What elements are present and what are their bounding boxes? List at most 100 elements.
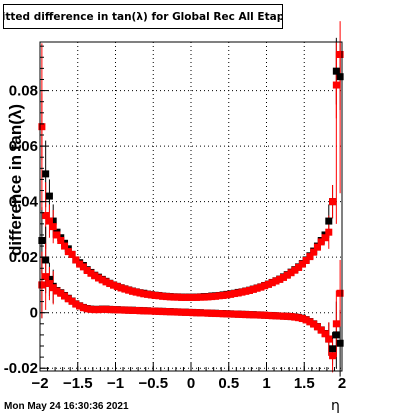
data-point-marker: [140, 290, 148, 298]
x-tick-label: 1.5: [294, 375, 315, 392]
x-tick-label: 1: [262, 375, 270, 392]
x-tick-label: 0.5: [218, 375, 239, 392]
chart-title-text: Fitted difference in tan(λ) for Global R…: [3, 10, 283, 23]
data-point-marker: [264, 311, 272, 319]
data-point-marker: [227, 310, 235, 318]
y-tick-label: 0.06: [9, 138, 38, 155]
data-point-marker: [264, 280, 272, 288]
y-tick-label: -0.02: [4, 360, 38, 377]
data-point-marker: [219, 291, 227, 299]
data-point-marker: [79, 263, 87, 271]
data-point-marker: [332, 331, 340, 339]
data-point-marker: [110, 306, 118, 314]
data-point-marker: [295, 263, 303, 271]
data-point-marker: [95, 274, 103, 282]
y-tick-label: 0: [30, 305, 38, 322]
data-point-marker: [313, 243, 321, 251]
data-point-marker: [246, 286, 254, 294]
data-point-marker: [279, 273, 287, 281]
data-point-marker: [147, 291, 155, 299]
data-point-marker: [79, 304, 87, 312]
data-point-marker: [189, 293, 197, 301]
data-point-marker: [49, 223, 57, 231]
data-point-marker: [166, 308, 174, 316]
data-point-marker: [136, 307, 144, 315]
data-point-marker: [291, 313, 299, 321]
data-point-marker: [185, 308, 193, 316]
data-point-marker: [223, 291, 231, 299]
data-point-marker: [178, 293, 186, 301]
data-point-marker: [257, 311, 265, 319]
data-point-marker: [298, 315, 306, 323]
data-point-marker: [306, 253, 314, 261]
axis-ticks: [39, 45, 343, 371]
data-point-marker: [113, 306, 121, 314]
data-point-marker: [42, 212, 50, 220]
data-point-marker: [57, 237, 65, 245]
data-point-marker: [204, 293, 212, 301]
data-point-marker: [230, 310, 238, 318]
data-point-marker: [136, 289, 144, 297]
data-point-marker: [170, 308, 178, 316]
data-point-marker: [64, 295, 72, 303]
data-point-marker: [238, 288, 246, 296]
data-point-marker: [53, 287, 61, 295]
data-point-marker: [155, 307, 163, 315]
data-point-marker: [38, 281, 46, 289]
data-point-marker: [189, 309, 197, 317]
data-point-marker: [72, 256, 80, 264]
data-point-marker: [287, 313, 295, 321]
data-point-marker: [329, 352, 337, 360]
data-point-marker: [151, 291, 159, 299]
data-point-marker: [98, 276, 106, 284]
data-point-marker: [87, 305, 95, 313]
data-point-marker: [125, 306, 133, 314]
data-point-marker: [336, 289, 344, 297]
data-point-marker: [208, 293, 216, 301]
data-point-marker: [215, 310, 223, 318]
data-point-marker: [72, 300, 80, 308]
x-tick-label: 2: [338, 375, 346, 392]
data-point-marker: [76, 260, 84, 268]
data-point-marker: [144, 307, 152, 315]
x-axis-label: η: [331, 398, 340, 414]
x-tick-label: 0: [187, 375, 195, 392]
data-point-marker: [246, 311, 254, 319]
data-point-marker: [212, 292, 220, 300]
data-point-marker: [268, 279, 276, 287]
data-point-marker: [45, 280, 53, 288]
data-point-marker: [257, 283, 265, 291]
data-point-marker: [332, 320, 340, 328]
data-point-marker: [317, 238, 325, 246]
data-point-marker: [287, 269, 295, 277]
data-point-marker: [159, 308, 167, 316]
data-point-marker: [38, 123, 46, 131]
data-point-marker: [291, 266, 299, 274]
data-point-marker: [106, 306, 114, 314]
data-point-marker: [128, 287, 136, 295]
data-point-marker: [87, 269, 95, 277]
data-point-marker: [45, 217, 53, 225]
data-point-marker: [162, 308, 170, 316]
y-tick-label: 0.08: [9, 83, 38, 100]
data-point-marker: [227, 290, 235, 298]
data-point-marker: [261, 282, 269, 290]
data-point-marker: [53, 231, 61, 239]
data-point-marker: [140, 307, 148, 315]
data-point-marker: [200, 293, 208, 301]
data-point-marker: [170, 293, 178, 301]
data-point-marker: [42, 170, 50, 178]
data-point-marker: [253, 284, 261, 292]
data-point-marker: [317, 326, 325, 334]
data-point-marker: [261, 311, 269, 319]
data-point-marker: [121, 306, 129, 314]
data-point-marker: [212, 310, 220, 318]
data-point-marker: [253, 311, 261, 319]
data-point-marker: [325, 228, 333, 236]
data-point-marker: [91, 306, 99, 314]
data-point-marker: [295, 314, 303, 322]
data-point-marker: [45, 192, 53, 200]
data-point-marker: [200, 309, 208, 317]
data-point-marker: [98, 305, 106, 313]
data-markers: [38, 50, 344, 360]
